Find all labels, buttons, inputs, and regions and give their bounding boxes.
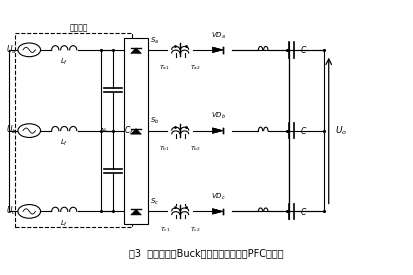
Polygon shape bbox=[131, 48, 142, 53]
Polygon shape bbox=[213, 209, 223, 214]
Text: $S_c$: $S_c$ bbox=[150, 197, 159, 207]
Text: $T_{b1}$: $T_{b1}$ bbox=[159, 144, 170, 153]
Text: $C_f$: $C_f$ bbox=[124, 124, 134, 137]
Text: $L_f$: $L_f$ bbox=[60, 219, 68, 229]
Text: $T_{b2}$: $T_{b2}$ bbox=[190, 144, 201, 153]
Polygon shape bbox=[213, 47, 223, 53]
Polygon shape bbox=[213, 128, 223, 133]
Polygon shape bbox=[213, 209, 223, 214]
Text: $U_a$: $U_a$ bbox=[6, 43, 16, 56]
Text: $U_c$: $U_c$ bbox=[6, 205, 16, 217]
Text: $C$: $C$ bbox=[299, 206, 307, 217]
Text: $VD_a$: $VD_a$ bbox=[211, 30, 226, 40]
Text: $C$: $C$ bbox=[299, 125, 307, 136]
Text: $L_f$: $L_f$ bbox=[60, 138, 68, 148]
Text: 图3  用三个单相Buck变换器组成的三相PFC示意图: 图3 用三个单相Buck变换器组成的三相PFC示意图 bbox=[129, 248, 284, 258]
Bar bbox=[124, 38, 148, 224]
Text: $T_{c1}$: $T_{c1}$ bbox=[159, 225, 170, 234]
Polygon shape bbox=[213, 128, 223, 133]
Text: $U_o$: $U_o$ bbox=[335, 124, 347, 137]
Text: $S_a$: $S_a$ bbox=[150, 35, 159, 46]
Text: $L_f$: $L_f$ bbox=[60, 57, 68, 67]
Polygon shape bbox=[131, 129, 142, 134]
Text: $VD_b$: $VD_b$ bbox=[211, 111, 226, 121]
Text: $C$: $C$ bbox=[299, 44, 307, 55]
Text: $T_{c2}$: $T_{c2}$ bbox=[190, 225, 201, 234]
Text: $VD_c$: $VD_c$ bbox=[211, 192, 226, 202]
Text: $T_{a1}$: $T_{a1}$ bbox=[159, 63, 170, 72]
Text: $U_b$: $U_b$ bbox=[6, 124, 17, 136]
Text: $T_{a2}$: $T_{a2}$ bbox=[190, 63, 201, 72]
Polygon shape bbox=[213, 47, 223, 53]
Text: $N_c$: $N_c$ bbox=[100, 126, 109, 135]
Text: 低通滤波: 低通滤波 bbox=[70, 23, 88, 32]
Text: $S_b$: $S_b$ bbox=[150, 116, 159, 127]
Bar bbox=[14, 33, 132, 227]
Polygon shape bbox=[131, 209, 142, 215]
